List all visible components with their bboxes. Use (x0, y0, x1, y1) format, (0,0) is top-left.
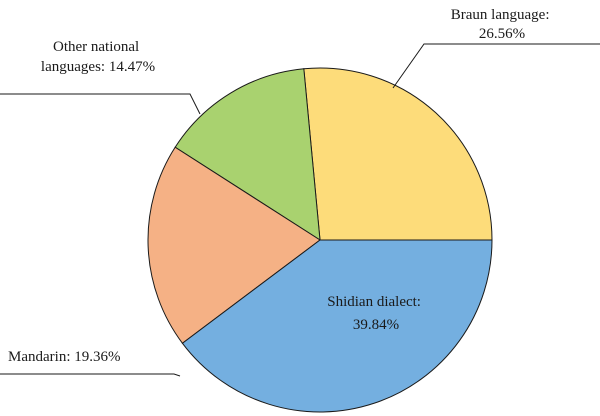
leader-line-mandarin (0, 373, 181, 377)
slice-labels: Braun language: 26.56% Other national la… (8, 7, 553, 365)
slice-label-braun: Braun language: 26.56% (451, 7, 553, 42)
leader-line-other (0, 93, 201, 115)
pie-slice-other-national-languages (174, 68, 321, 241)
leader-lines (0, 43, 600, 377)
pie-slice-shidian-dialect (181, 239, 493, 413)
pie-slices (147, 67, 493, 413)
slice-label-other-national-languages: Other national languages: 14.47% (41, 39, 155, 75)
pie-slice-mandarin (147, 146, 321, 344)
slice-label-shidian-dialect: Shidian dialect: 39.84% (327, 294, 424, 333)
leader-line-braun (392, 43, 600, 89)
slice-label-mandarin: Mandarin: 19.36% (8, 349, 120, 365)
pie-slice-braun-language (303, 67, 493, 241)
